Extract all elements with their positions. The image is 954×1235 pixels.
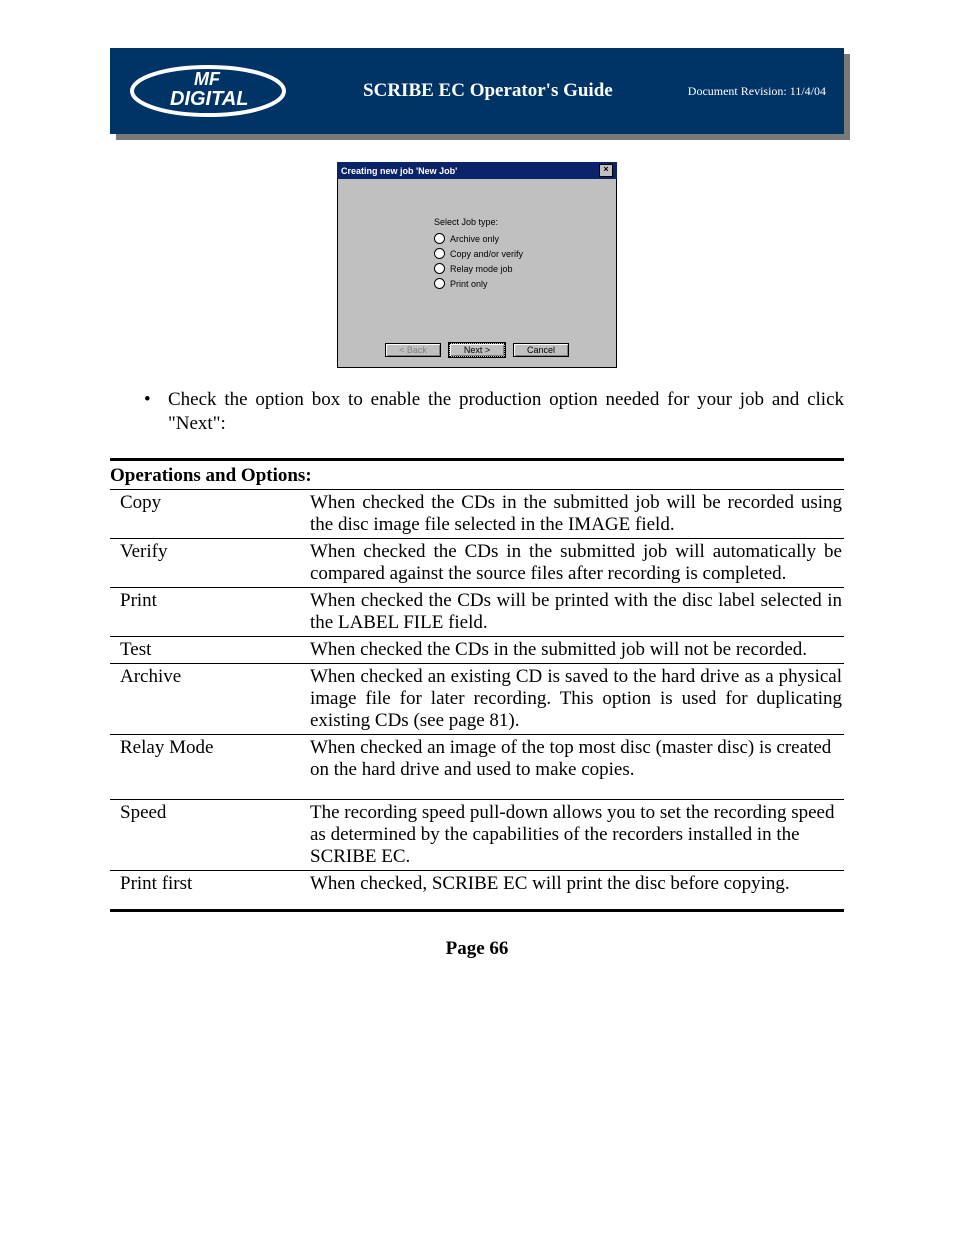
dialog-body: Select Job type: Archive only Copy and/o… bbox=[337, 179, 617, 368]
op-desc: When checked the CDs will be printed wit… bbox=[310, 590, 844, 634]
opt-label: Print only bbox=[450, 279, 488, 289]
table-row: Print first When checked, SCRIBE EC will… bbox=[110, 871, 844, 909]
op-term: Copy bbox=[110, 492, 310, 536]
operations-table: Operations and Options: Copy When checke… bbox=[110, 458, 844, 912]
radio-icon bbox=[434, 233, 445, 244]
opt-label: Copy and/or verify bbox=[450, 249, 523, 259]
radio-icon bbox=[434, 263, 445, 274]
table-row: Speed The recording speed pull-down allo… bbox=[110, 800, 844, 871]
dialog-title: Creating new job 'New Job' bbox=[341, 166, 599, 176]
radio-copy-verify[interactable]: Copy and/or verify bbox=[434, 248, 604, 259]
op-desc: When checked the CDs in the submitted jo… bbox=[310, 492, 844, 536]
table-row: Copy When checked the CDs in the submitt… bbox=[110, 490, 844, 539]
opt-label: Relay mode job bbox=[450, 264, 513, 274]
op-term: Speed bbox=[110, 802, 310, 868]
op-term: Print bbox=[110, 590, 310, 634]
op-desc: When checked the CDs in the submitted jo… bbox=[310, 639, 844, 661]
dialog-buttons: < Back Next > Cancel bbox=[350, 343, 604, 357]
radio-relay-mode[interactable]: Relay mode job bbox=[434, 263, 604, 274]
next-button[interactable]: Next > bbox=[449, 343, 505, 357]
table-row: Print When checked the CDs will be print… bbox=[110, 588, 844, 637]
logo: MF DIGITAL bbox=[128, 61, 288, 121]
op-term: Verify bbox=[110, 541, 310, 585]
op-term: Relay Mode bbox=[110, 737, 310, 781]
op-term: Archive bbox=[110, 666, 310, 732]
radio-icon bbox=[434, 278, 445, 289]
cancel-button[interactable]: Cancel bbox=[513, 343, 569, 357]
dialog-titlebar: Creating new job 'New Job' × bbox=[337, 162, 617, 179]
bullet-item: • Check the option box to enable the pro… bbox=[144, 388, 844, 436]
op-desc: When checked the CDs in the submitted jo… bbox=[310, 541, 844, 585]
dialog-screenshot: Creating new job 'New Job' × Select Job … bbox=[337, 162, 617, 368]
bullet-list: • Check the option box to enable the pro… bbox=[110, 388, 844, 436]
doc-revision: Document Revision: 11/4/04 bbox=[688, 84, 826, 99]
header-bar: MF DIGITAL SCRIBE EC Operator's Guide Do… bbox=[110, 48, 844, 134]
radio-archive-only[interactable]: Archive only bbox=[434, 233, 604, 244]
back-button[interactable]: < Back bbox=[385, 343, 441, 357]
close-icon[interactable]: × bbox=[599, 164, 613, 177]
page: MF DIGITAL SCRIBE EC Operator's Guide Do… bbox=[0, 0, 954, 990]
header: MF DIGITAL SCRIBE EC Operator's Guide Do… bbox=[110, 48, 844, 134]
op-desc: The recording speed pull-down allows you… bbox=[310, 802, 844, 868]
doc-title: SCRIBE EC Operator's Guide bbox=[288, 80, 688, 102]
opt-label: Archive only bbox=[450, 234, 499, 244]
table-row: Relay Mode When checked an image of the … bbox=[110, 735, 844, 800]
page-number: Page 66 bbox=[110, 938, 844, 960]
op-desc: When checked, SCRIBE EC will print the d… bbox=[310, 873, 844, 895]
bullet-text: Check the option box to enable the produ… bbox=[168, 388, 844, 436]
operations-heading: Operations and Options: bbox=[110, 461, 844, 490]
op-term: Print first bbox=[110, 873, 310, 895]
op-term: Test bbox=[110, 639, 310, 661]
bullet-icon: • bbox=[144, 388, 168, 436]
select-job-type-label: Select Job type: bbox=[434, 217, 604, 227]
op-desc: When checked an existing CD is saved to … bbox=[310, 666, 844, 732]
logo-text-bottom: DIGITAL bbox=[170, 88, 249, 110]
table-row: Test When checked the CDs in the submitt… bbox=[110, 637, 844, 664]
radio-print-only[interactable]: Print only bbox=[434, 278, 604, 289]
table-row: Verify When checked the CDs in the submi… bbox=[110, 539, 844, 588]
op-desc: When checked an image of the top most di… bbox=[310, 737, 844, 781]
logo-text-top: MF bbox=[194, 69, 221, 89]
table-row: Archive When checked an existing CD is s… bbox=[110, 664, 844, 735]
radio-icon bbox=[434, 248, 445, 259]
